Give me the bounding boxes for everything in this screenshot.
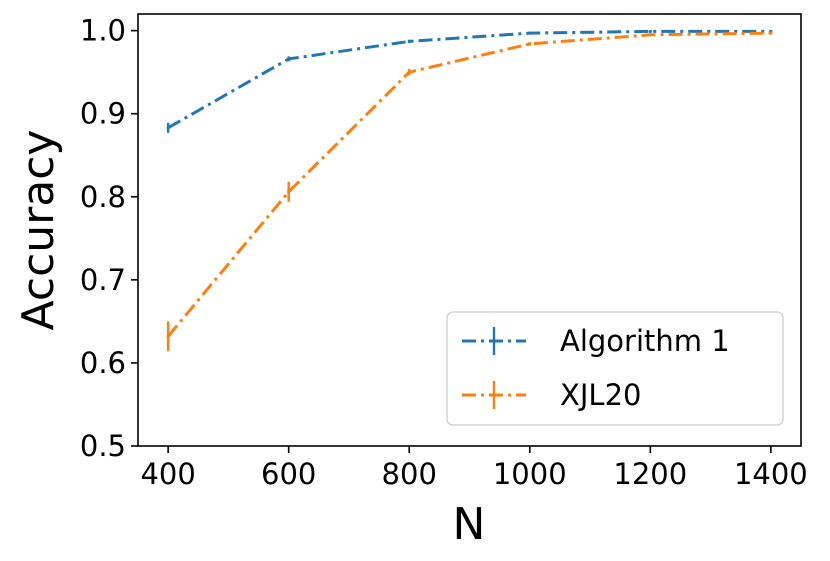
x-tick-label: 600 <box>261 457 316 491</box>
data-point <box>528 31 532 35</box>
legend-entries: Algorithm 1 XJL20 <box>462 324 730 412</box>
series-line <box>166 31 771 338</box>
x-tick-label: 800 <box>382 457 437 491</box>
x-tick-label: 1000 <box>493 457 567 491</box>
y-tick-label: 0.5 <box>80 429 126 463</box>
y-axis: 0.5 0.6 0.7 0.8 0.9 1.0 <box>80 14 138 463</box>
y-tick-label: 1.0 <box>80 14 126 48</box>
data-point <box>528 42 532 46</box>
y-tick-label: 0.7 <box>80 263 126 297</box>
legend-entry: Algorithm 1 <box>462 324 730 358</box>
legend-label: Algorithm 1 <box>560 324 730 358</box>
data-point <box>166 126 170 130</box>
data-point <box>407 70 411 74</box>
x-tick-label: 400 <box>140 457 195 491</box>
x-tick-label: 1200 <box>613 457 687 491</box>
y-tick-label: 0.6 <box>80 346 126 380</box>
data-point <box>648 29 652 34</box>
data-point <box>648 33 652 37</box>
data-point <box>166 334 170 338</box>
series-line <box>167 29 771 130</box>
data-point <box>287 190 291 194</box>
plot-frame <box>137 13 802 447</box>
series-2 <box>166 31 773 352</box>
data-point <box>407 39 411 44</box>
data-point <box>769 31 773 35</box>
series-layer <box>166 29 773 352</box>
legend: Algorithm 1 XJL20 <box>446 311 784 426</box>
y-axis-title: Accuracy <box>13 130 64 331</box>
x-axis: 400 600 800 1000 1200 1400 <box>140 446 808 491</box>
series-1 <box>166 29 773 133</box>
x-axis-title: N <box>453 499 486 550</box>
data-point <box>287 57 291 61</box>
y-tick-label: 0.8 <box>80 180 126 214</box>
y-tick-label: 0.9 <box>80 97 126 131</box>
legend-label: XJL20 <box>560 378 641 412</box>
legend-box <box>446 311 784 426</box>
x-tick-label: 1400 <box>734 457 808 491</box>
legend-entry: XJL20 <box>462 378 641 412</box>
